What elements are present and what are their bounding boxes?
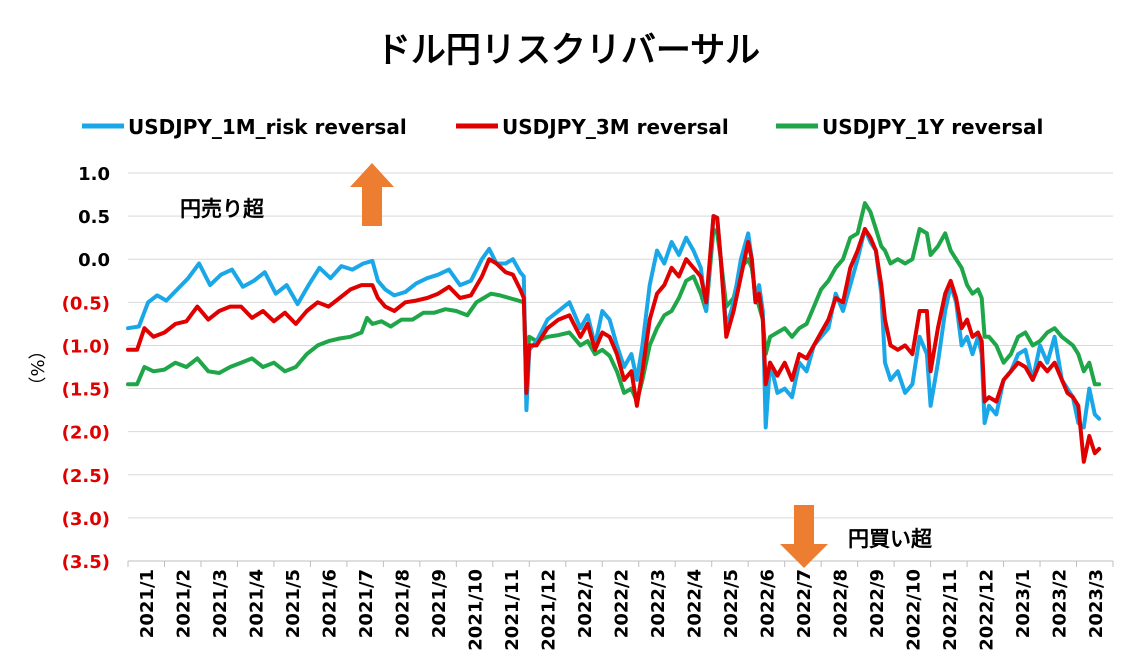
x-axis-ticks: 2021/1 2021/2 2021/3 2021/4 2021/5 2021/6 2021…: [127, 561, 1114, 651]
annotation-down: 円買い超: [780, 505, 933, 568]
annotation-down-label: 円買い超: [848, 527, 933, 551]
legend-label-1m: USDJPY_1M_risk reversal: [128, 115, 407, 139]
x-tick-label: 2021/4: [247, 569, 268, 638]
x-tick-label: 2021/12: [539, 569, 560, 651]
x-tick-label: 2022/7: [794, 569, 815, 638]
legend: USDJPY_1M_risk reversal USDJPY_3M revers…: [82, 115, 1043, 139]
x-tick-label: 2022/6: [757, 569, 778, 638]
y-axis-ticks: 1.0 0.5 0.0 (0.5) (1.0) (1.5) (2.0) (2.5) (3.0) (…: [62, 164, 110, 573]
arrow-up-icon: [350, 163, 394, 226]
legend-item-1y: USDJPY_1Y reversal: [776, 115, 1043, 139]
y-tick-label: (0.5): [62, 293, 110, 314]
annotation-up: 円売り超: [180, 163, 394, 226]
x-tick-label: 2022/1: [575, 569, 596, 638]
legend-item-1m: USDJPY_1M_risk reversal: [82, 115, 407, 139]
x-tick-label: 2021/9: [429, 569, 450, 638]
x-tick-label: 2021/1: [137, 569, 158, 638]
x-tick-label: 2023/3: [1086, 569, 1107, 638]
x-tick-label: 2022/9: [867, 569, 888, 638]
arrow-down-icon: [780, 505, 828, 568]
x-tick-label: 2022/10: [903, 569, 924, 651]
y-tick-label: (2.5): [62, 466, 110, 487]
y-tick-label: (3.0): [62, 509, 110, 530]
x-tick-label: 2021/8: [393, 569, 414, 638]
x-tick-label: 2022/12: [976, 569, 997, 651]
series-line-1: [126, 214, 1102, 464]
x-tick-label: 2021/7: [356, 569, 377, 638]
y-axis-label: （%）: [28, 341, 49, 394]
y-tick-label: (3.5): [62, 552, 110, 573]
x-tick-label: 2023/2: [1049, 569, 1070, 638]
x-tick-label: 2021/11: [502, 569, 523, 651]
x-tick-label: 2021/10: [466, 569, 487, 651]
x-tick-label: 2022/4: [684, 569, 705, 638]
x-tick-label: 2022/11: [940, 569, 961, 651]
x-tick-label: 2021/2: [174, 569, 195, 638]
annotation-up-label: 円売り超: [180, 197, 265, 221]
y-tick-label: (2.0): [62, 423, 110, 444]
y-tick-label: 0.5: [78, 207, 110, 228]
y-tick-label: (1.5): [62, 380, 110, 401]
y-tick-label: 1.0: [78, 164, 110, 185]
legend-label-3m: USDJPY_3M reversal: [502, 115, 729, 139]
series-line-0: [126, 214, 1102, 430]
x-tick-label: 2022/5: [721, 569, 742, 638]
legend-label-1y: USDJPY_1Y reversal: [822, 115, 1043, 139]
y-tick-label: (1.0): [62, 336, 110, 357]
x-tick-label: 2022/2: [612, 569, 633, 638]
x-tick-label: 2021/6: [320, 569, 341, 638]
x-tick-label: 2022/8: [830, 569, 851, 638]
x-tick-label: 2021/3: [210, 569, 231, 638]
gridlines: [128, 172, 1113, 562]
y-tick-label: 0.0: [78, 250, 110, 271]
x-tick-label: 2022/3: [648, 569, 669, 638]
chart-title: ドル円リスクリバーサル: [376, 31, 760, 71]
series-lines: [126, 201, 1102, 464]
x-tick-label: 2021/5: [283, 569, 304, 638]
legend-item-3m: USDJPY_3M reversal: [456, 115, 729, 139]
x-tick-label: 2023/1: [1013, 569, 1034, 638]
